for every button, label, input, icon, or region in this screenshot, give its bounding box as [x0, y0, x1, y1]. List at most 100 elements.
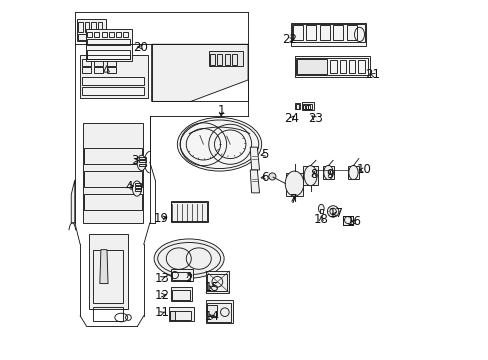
- Bar: [329, 60, 336, 73]
- Bar: [303, 166, 317, 185]
- Bar: [171, 202, 207, 221]
- Text: 18: 18: [313, 213, 328, 226]
- Bar: [217, 54, 222, 64]
- Text: 19: 19: [154, 212, 169, 225]
- Text: 1: 1: [217, 104, 224, 117]
- Bar: [285, 173, 303, 196]
- Bar: [87, 55, 130, 59]
- Bar: [94, 32, 99, 37]
- Bar: [292, 25, 302, 40]
- Bar: [303, 105, 305, 109]
- Ellipse shape: [323, 165, 332, 180]
- Bar: [84, 148, 142, 164]
- Bar: [102, 32, 106, 37]
- Ellipse shape: [348, 165, 357, 180]
- Bar: [342, 216, 353, 225]
- Bar: [342, 216, 353, 225]
- Bar: [294, 56, 369, 77]
- Text: 8: 8: [310, 168, 317, 181]
- Text: 15: 15: [204, 281, 219, 294]
- Bar: [348, 60, 354, 73]
- Bar: [207, 303, 230, 322]
- Text: 16: 16: [346, 215, 361, 228]
- Bar: [171, 269, 192, 281]
- Bar: [206, 274, 226, 292]
- Text: 13: 13: [154, 272, 169, 285]
- Bar: [295, 104, 298, 109]
- Text: 10: 10: [356, 163, 371, 176]
- Text: 11: 11: [155, 306, 169, 319]
- Bar: [296, 59, 326, 74]
- Bar: [135, 183, 141, 185]
- Polygon shape: [100, 249, 108, 284]
- Text: 22: 22: [282, 33, 296, 46]
- Bar: [323, 166, 333, 179]
- Bar: [82, 87, 144, 95]
- Bar: [107, 67, 116, 73]
- Bar: [89, 234, 127, 309]
- Text: 12: 12: [155, 288, 169, 302]
- Text: 14: 14: [204, 310, 220, 323]
- Bar: [347, 166, 358, 179]
- Bar: [357, 60, 364, 73]
- Bar: [169, 311, 191, 320]
- Bar: [107, 59, 116, 66]
- Bar: [333, 25, 343, 40]
- Bar: [93, 307, 123, 321]
- Bar: [78, 33, 104, 40]
- Polygon shape: [250, 170, 259, 193]
- Bar: [84, 171, 142, 187]
- Text: 4: 4: [125, 180, 133, 193]
- Text: 6: 6: [260, 171, 268, 184]
- Bar: [94, 67, 103, 73]
- Bar: [171, 291, 190, 300]
- Bar: [84, 22, 89, 32]
- Polygon shape: [71, 180, 75, 223]
- Ellipse shape: [304, 166, 316, 186]
- Bar: [294, 103, 299, 109]
- Bar: [80, 55, 148, 98]
- Ellipse shape: [326, 206, 338, 217]
- Bar: [139, 160, 145, 162]
- Text: 7: 7: [289, 193, 297, 206]
- Bar: [87, 50, 130, 59]
- Polygon shape: [250, 147, 259, 170]
- Bar: [290, 23, 365, 46]
- Bar: [302, 104, 311, 109]
- Bar: [123, 32, 128, 37]
- Bar: [224, 54, 229, 64]
- Bar: [208, 51, 242, 66]
- Text: 21: 21: [364, 68, 379, 81]
- Bar: [83, 123, 143, 223]
- Bar: [301, 103, 313, 111]
- Text: 23: 23: [307, 112, 322, 125]
- Polygon shape: [137, 155, 146, 171]
- Bar: [205, 271, 229, 293]
- Bar: [232, 54, 237, 64]
- Text: 5: 5: [260, 148, 267, 161]
- Bar: [139, 157, 145, 159]
- Bar: [87, 39, 130, 45]
- Bar: [82, 67, 91, 73]
- Bar: [82, 59, 91, 66]
- Bar: [170, 202, 207, 222]
- Bar: [139, 163, 145, 166]
- Bar: [319, 25, 329, 40]
- Ellipse shape: [154, 239, 224, 278]
- Bar: [308, 105, 309, 109]
- Bar: [135, 186, 141, 188]
- Ellipse shape: [285, 171, 303, 196]
- Bar: [305, 25, 316, 40]
- Polygon shape: [151, 44, 247, 102]
- Text: 2: 2: [185, 272, 192, 285]
- Bar: [169, 311, 175, 320]
- Bar: [168, 307, 193, 321]
- Bar: [78, 22, 83, 32]
- Bar: [84, 194, 142, 210]
- Bar: [151, 44, 247, 102]
- Bar: [209, 54, 214, 64]
- Bar: [339, 60, 345, 73]
- Bar: [85, 29, 132, 61]
- Bar: [135, 189, 141, 192]
- Bar: [93, 249, 123, 303]
